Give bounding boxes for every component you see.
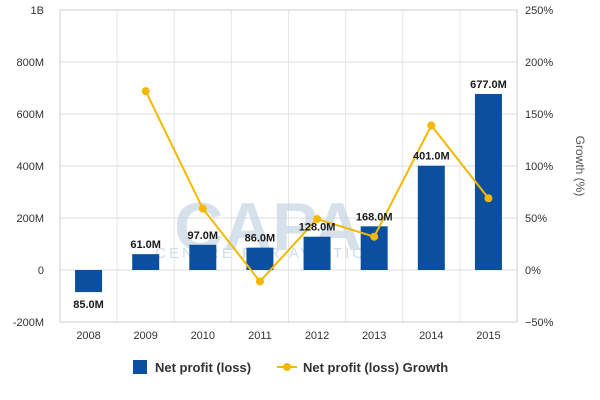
bar-2012 (303, 236, 331, 270)
legend-label-net-profit: Net profit (loss) (155, 360, 251, 375)
left-tick-6: 1B (31, 5, 44, 17)
growth-point-2009 (141, 87, 150, 96)
growth-point-2013 (370, 232, 379, 241)
bar-2011 (246, 247, 274, 270)
left-tick-0: -200M (13, 317, 44, 329)
bar-2015 (474, 93, 502, 270)
bar-data-labels: 85.0M 61.0M 97.0M 86.0M 128.0M 168.0M 401.0M 67… (73, 79, 507, 311)
bar-label-2008: 85.0M (73, 299, 104, 311)
legend-label-growth: Net profit (loss) Growth (303, 360, 448, 375)
left-tick-4: 600M (16, 109, 44, 121)
x-axis-ticks: 2008 2009 2010 2011 2012 2013 2014 2015 (76, 330, 500, 342)
x-tick-2011: 2011 (248, 330, 272, 342)
plot-frame (59, 9, 518, 323)
growth-point-2010 (198, 204, 207, 213)
bar-label-2010: 97.0M (188, 230, 219, 242)
left-axis-ticks: -200M 0 200M 400M 600M 800M 1B (13, 5, 44, 329)
x-tick-2008: 2008 (76, 330, 100, 342)
right-tick-5: 200% (525, 57, 553, 69)
bar-label-2013: 168.0M (356, 211, 393, 223)
growth-point-2015 (484, 194, 493, 203)
right-tick-3: 100% (525, 161, 553, 173)
left-tick-1: 0 (38, 265, 44, 277)
legend-marker-growth (283, 363, 291, 371)
x-tick-2014: 2014 (419, 330, 443, 342)
right-axis-title: Growth (%) (573, 136, 587, 197)
left-tick-3: 400M (16, 161, 44, 173)
growth-point-2014 (427, 121, 436, 130)
right-tick-4: 150% (525, 109, 553, 121)
x-tick-2010: 2010 (191, 330, 215, 342)
grid-lines (59, 9, 518, 323)
bar-label-2009: 61.0M (130, 239, 161, 251)
right-tick-2: 50% (525, 213, 547, 225)
growth-point-2012 (313, 215, 322, 224)
x-tick-2015: 2015 (476, 330, 500, 342)
bar-2014 (417, 165, 445, 270)
legend-swatch-net-profit (133, 360, 147, 374)
growth-line-series (141, 87, 493, 286)
bar-label-2014: 401.0M (413, 151, 450, 163)
bar-series (75, 93, 502, 293)
right-axis-ticks: −50% 0% 50% 100% 150% 200% 250% (525, 5, 554, 329)
x-tick-2013: 2013 (362, 330, 386, 342)
x-tick-2012: 2012 (305, 330, 329, 342)
left-tick-5: 800M (16, 57, 44, 69)
legend: Net profit (loss) Net profit (loss) Growt… (133, 360, 448, 375)
bar-2009 (132, 254, 160, 270)
bar-label-2011: 86.0M (245, 233, 276, 245)
right-tick-1: 0% (525, 265, 541, 277)
right-tick-0: −50% (525, 317, 554, 329)
bar-label-2012: 128.0M (299, 222, 336, 234)
bar-2008 (75, 270, 103, 293)
right-tick-6: 250% (525, 5, 553, 17)
growth-point-2011 (255, 277, 264, 286)
x-tick-2009: 2009 (133, 330, 157, 342)
bar-2010 (189, 244, 217, 270)
bar-label-2015: 677.0M (470, 79, 507, 91)
left-tick-2: 200M (16, 213, 44, 225)
